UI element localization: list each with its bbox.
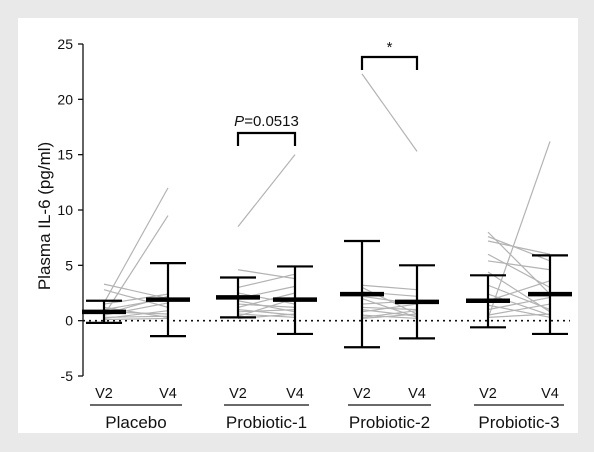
visit-label: V2: [353, 386, 371, 402]
subject-line: [361, 303, 418, 313]
visit-label: V2: [479, 386, 497, 402]
x-axis-labels: V2 V4 Placebo V2 V4 Probiotic-1 V2 V4 Probiotic-…: [90, 386, 564, 432]
subject-line: [361, 310, 418, 318]
subject-line: [237, 154, 296, 227]
y-tick-label: 10: [57, 202, 73, 218]
subject-line: [103, 215, 169, 316]
y-tick-label: 15: [57, 147, 73, 163]
subject-line: [361, 313, 418, 320]
subject-line: [103, 293, 169, 305]
subject-line: [237, 292, 296, 305]
significance-brackets: P=0.0513 *: [234, 39, 419, 146]
y-tick-label: 25: [57, 36, 73, 52]
y-tick-label: -5: [61, 368, 74, 384]
p-value-annotation: P=0.0513: [234, 113, 299, 130]
p-value: =0.0513: [244, 113, 299, 130]
subject-line: [237, 273, 296, 289]
visit-label: V2: [229, 386, 247, 402]
subject-line: [103, 310, 169, 320]
subject-line: [487, 260, 551, 271]
subject-line: [237, 309, 296, 313]
significance-bracket: [236, 131, 297, 146]
subject-line: [103, 187, 169, 304]
visit-label: V4: [408, 386, 426, 402]
subject-line: [237, 292, 296, 308]
subject-line: [487, 236, 551, 262]
plot-panel: [18, 18, 578, 433]
mean-error-bars: [82, 239, 572, 349]
group-label: Probiotic-3: [478, 413, 559, 432]
subject-line: [103, 317, 169, 321]
subject-line: [487, 296, 551, 311]
visit-label: V4: [541, 386, 559, 402]
visit-label: V4: [159, 386, 177, 402]
subject-line: [361, 73, 418, 152]
p-symbol: P: [234, 113, 244, 130]
y-axis-title: Plasma IL-6 (pg/ml): [35, 142, 54, 290]
group-label: Probiotic-1: [226, 413, 307, 432]
subject-line: [487, 240, 551, 255]
significance-star: *: [387, 39, 393, 56]
y-tick-label: 5: [65, 257, 73, 273]
group-label: Probiotic-2: [349, 413, 430, 432]
visit-label: V4: [286, 386, 304, 402]
subject-line: [487, 313, 551, 318]
subject-line: [487, 253, 551, 288]
visit-label: V2: [95, 386, 113, 402]
significance-bracket: [360, 55, 419, 70]
y-axis: -5 0 5 10 15 20 25: [57, 36, 570, 384]
y-tick-label: 20: [57, 91, 73, 107]
y-tick-label: 0: [65, 313, 73, 329]
subject-line: [237, 269, 296, 280]
group-label: Placebo: [105, 413, 166, 432]
subject-line: [361, 284, 418, 291]
subject-line: [487, 303, 551, 316]
subject-line: [103, 306, 169, 318]
subject-line: [487, 280, 551, 302]
